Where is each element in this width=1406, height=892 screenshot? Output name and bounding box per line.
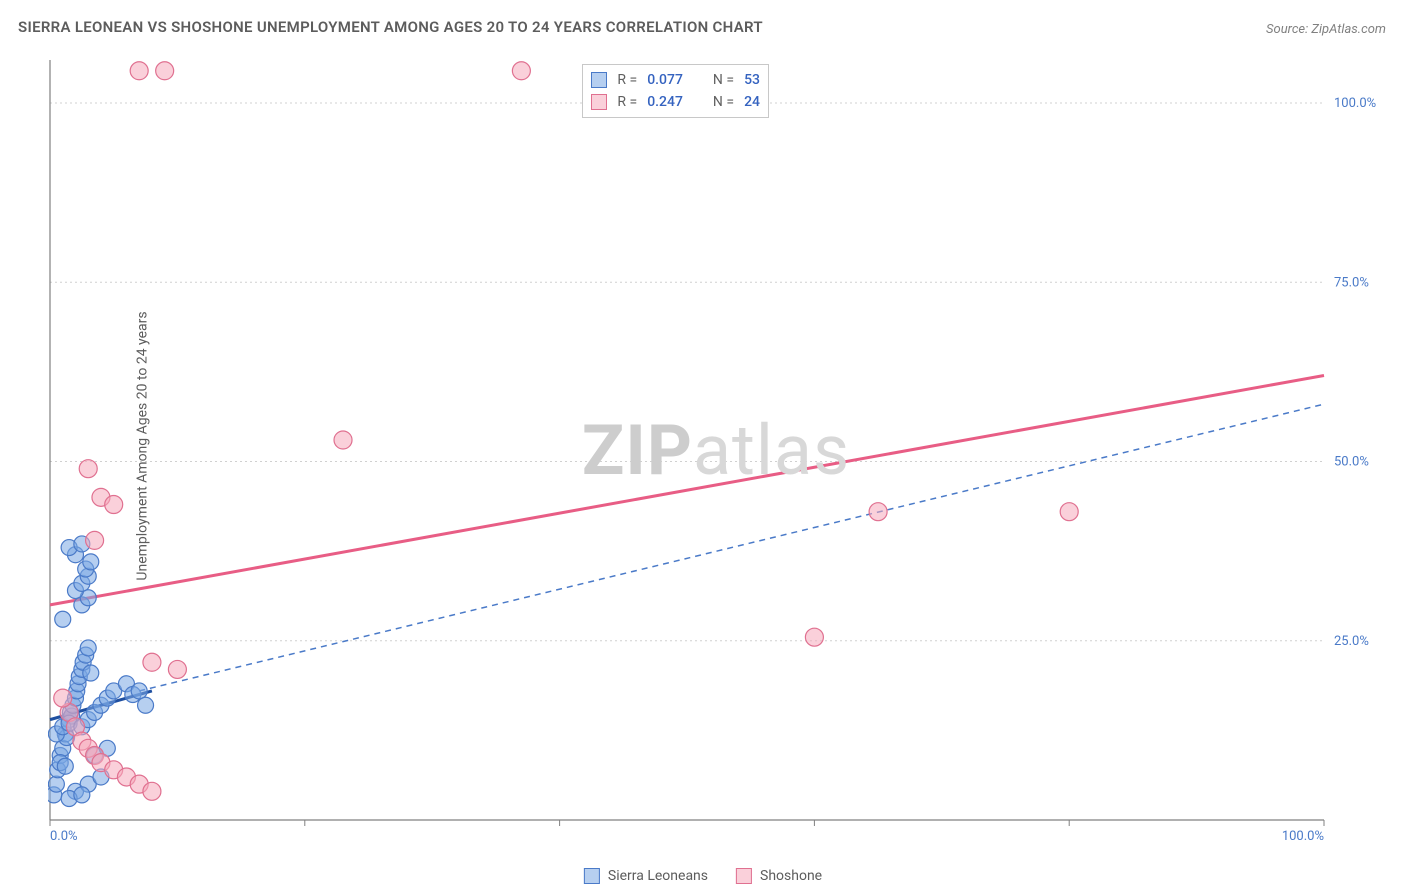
scatter-svg: 25.0% 50.0% 75.0% 100.0% 0.0% 100.0%	[48, 60, 1384, 842]
correlation-stats-box: R = 0.077 N = 53 R = 0.247 N = 24	[582, 64, 769, 118]
stat-n-value: 24	[744, 91, 760, 113]
chart-title: SIERRA LEONEAN VS SHOSHONE UNEMPLOYMENT …	[18, 18, 763, 36]
legend-item-sierra: Sierra Leoneans	[584, 868, 708, 884]
stat-swatch	[591, 72, 607, 88]
legend-swatch-blue	[584, 868, 600, 884]
legend-label-sierra: Sierra Leoneans	[608, 868, 708, 884]
svg-text:100.0%: 100.0%	[1334, 96, 1376, 111]
bottom-legend: Sierra Leoneans Shoshone	[584, 868, 822, 884]
stat-r-label: R =	[617, 91, 637, 113]
legend-swatch-pink	[736, 868, 752, 884]
stat-r-label: R =	[617, 69, 637, 91]
stat-n-label: N =	[713, 91, 734, 113]
stat-swatch	[591, 94, 607, 110]
stat-row: R = 0.247 N = 24	[591, 91, 760, 113]
svg-text:75.0%: 75.0%	[1334, 275, 1369, 290]
chart-container: SIERRA LEONEAN VS SHOSHONE UNEMPLOYMENT …	[0, 0, 1406, 892]
stat-n-label: N =	[713, 69, 734, 91]
svg-text:100.0%: 100.0%	[1282, 829, 1324, 842]
svg-text:25.0%: 25.0%	[1334, 634, 1369, 649]
legend-item-shoshone: Shoshone	[736, 868, 822, 884]
legend-label-shoshone: Shoshone	[760, 868, 822, 884]
stat-r-value: 0.247	[647, 91, 683, 113]
plot-area: ZIPatlas 25.0%50.0%75.0%100.0%0.0%100.0%…	[48, 60, 1384, 842]
stat-r-value: 0.077	[647, 69, 683, 91]
stat-row: R = 0.077 N = 53	[591, 69, 760, 91]
source-attribution: Source: ZipAtlas.com	[1266, 22, 1386, 37]
svg-text:50.0%: 50.0%	[1334, 455, 1369, 470]
stat-n-value: 53	[744, 69, 760, 91]
svg-text:0.0%: 0.0%	[50, 829, 78, 842]
